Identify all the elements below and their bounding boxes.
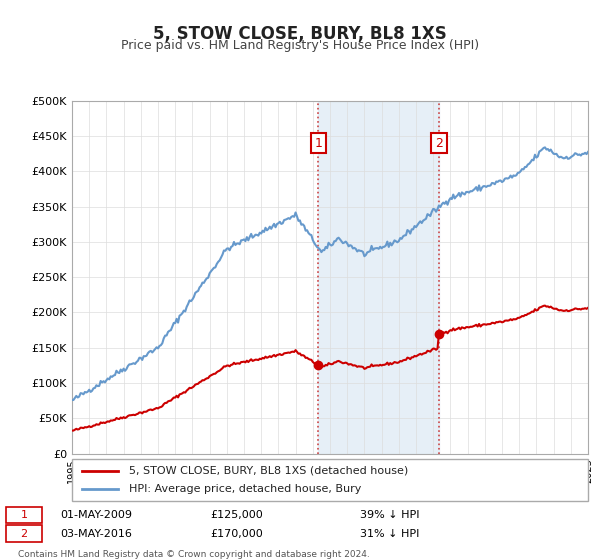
Text: Contains HM Land Registry data © Crown copyright and database right 2024.
This d: Contains HM Land Registry data © Crown c… [18,550,370,560]
Text: 2: 2 [20,529,28,539]
FancyBboxPatch shape [6,506,42,523]
Bar [319,101,439,454]
Text: 39% ↓ HPI: 39% ↓ HPI [360,510,419,520]
Text: 2: 2 [435,137,443,150]
Text: 5, STOW CLOSE, BURY, BL8 1XS (detached house): 5, STOW CLOSE, BURY, BL8 1XS (detached h… [129,466,408,476]
Text: HPI: Average price, detached house, Bury: HPI: Average price, detached house, Bury [129,484,361,494]
Text: 5, STOW CLOSE, BURY, BL8 1XS: 5, STOW CLOSE, BURY, BL8 1XS [153,25,447,43]
Text: 03-MAY-2016: 03-MAY-2016 [60,529,132,539]
Text: 1: 1 [314,137,322,150]
Text: £170,000: £170,000 [210,529,263,539]
Text: 31% ↓ HPI: 31% ↓ HPI [360,529,419,539]
FancyBboxPatch shape [6,525,42,542]
Text: £125,000: £125,000 [210,510,263,520]
Text: 01-MAY-2009: 01-MAY-2009 [60,510,132,520]
Text: 1: 1 [20,510,28,520]
FancyBboxPatch shape [72,459,588,501]
Text: Price paid vs. HM Land Registry's House Price Index (HPI): Price paid vs. HM Land Registry's House … [121,39,479,52]
